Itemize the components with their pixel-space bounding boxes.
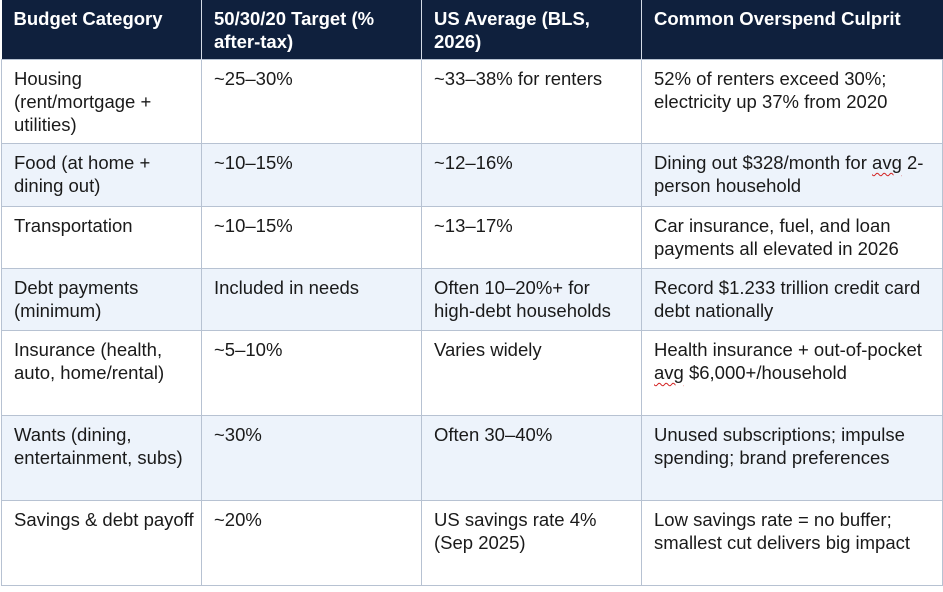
cell-target: ~10–15% <box>201 206 422 269</box>
cell-category: Wants (dining, entertainment, subs) <box>1 415 202 501</box>
cell-category: Savings & debt payoff <box>1 500 202 586</box>
cell-culprit: Unused subscriptions; impulse spending; … <box>641 415 943 501</box>
cell-culprit: Low savings rate = no buffer; smallest c… <box>641 500 943 586</box>
cell-us-average: Often 30–40% <box>421 415 642 501</box>
spellcheck-flagged-word: avg <box>654 362 684 383</box>
cell-category: Transportation <box>1 206 202 269</box>
culprit-text-post: 2-person household <box>654 152 924 196</box>
culprit-text-post: $6,000+/household <box>683 362 847 383</box>
cell-culprit: Health insurance + out-of-pocket avg $6,… <box>641 330 943 416</box>
table-row: Wants (dining, entertainment, subs) ~30%… <box>1 415 943 501</box>
table-row: Housing (rent/mortgage + utilities) ~25–… <box>1 59 943 144</box>
cell-category: Insurance (health, auto, home/rental) <box>1 330 202 416</box>
table-row: Transportation ~10–15% ~13–17% Car insur… <box>1 206 943 269</box>
cell-target: ~25–30% <box>201 59 422 144</box>
cell-culprit: Car insurance, fuel, and loan payments a… <box>641 206 943 269</box>
cell-target: ~10–15% <box>201 143 422 207</box>
cell-target: ~20% <box>201 500 422 586</box>
table-row: Insurance (health, auto, home/rental) ~5… <box>1 330 943 416</box>
cell-us-average: Varies widely <box>421 330 642 416</box>
header-overspend-culprit: Common Overspend Culprit <box>641 0 943 60</box>
table-row: Debt payments (minimum) Included in need… <box>1 268 943 331</box>
cell-category: Debt payments (minimum) <box>1 268 202 331</box>
spellcheck-flagged-word: avg <box>872 152 902 173</box>
cell-culprit: Dining out $328/month for avg 2-person h… <box>641 143 943 207</box>
cell-us-average: US savings rate 4% (Sep 2025) <box>421 500 642 586</box>
cell-target: Included in needs <box>201 268 422 331</box>
header-us-average: US Average (BLS, 2026) <box>421 0 642 60</box>
cell-category: Housing (rent/mortgage + utilities) <box>1 59 202 144</box>
cell-us-average: ~33–38% for renters <box>421 59 642 144</box>
table-row: Savings & debt payoff ~20% US savings ra… <box>1 500 943 586</box>
cell-target: ~30% <box>201 415 422 501</box>
cell-us-average: ~13–17% <box>421 206 642 269</box>
cell-us-average: ~12–16% <box>421 143 642 207</box>
cell-culprit: 52% of renters exceed 30%; electricity u… <box>641 59 943 144</box>
table-header-row: Budget Category 50/30/20 Target (% after… <box>1 0 943 60</box>
cell-target: ~5–10% <box>201 330 422 416</box>
header-budget-category: Budget Category <box>1 0 202 60</box>
culprit-text-pre: Health insurance + out-of-pocket <box>654 339 922 360</box>
cell-us-average: Often 10–20%+ for high-debt households <box>421 268 642 331</box>
header-target: 50/30/20 Target (% after-tax) <box>201 0 422 60</box>
cell-category: Food (at home + dining out) <box>1 143 202 207</box>
cell-culprit: Record $1.233 trillion credit card debt … <box>641 268 943 331</box>
table-row: Food (at home + dining out) ~10–15% ~12–… <box>1 143 943 207</box>
culprit-text-pre: Dining out $328/month for <box>654 152 873 173</box>
